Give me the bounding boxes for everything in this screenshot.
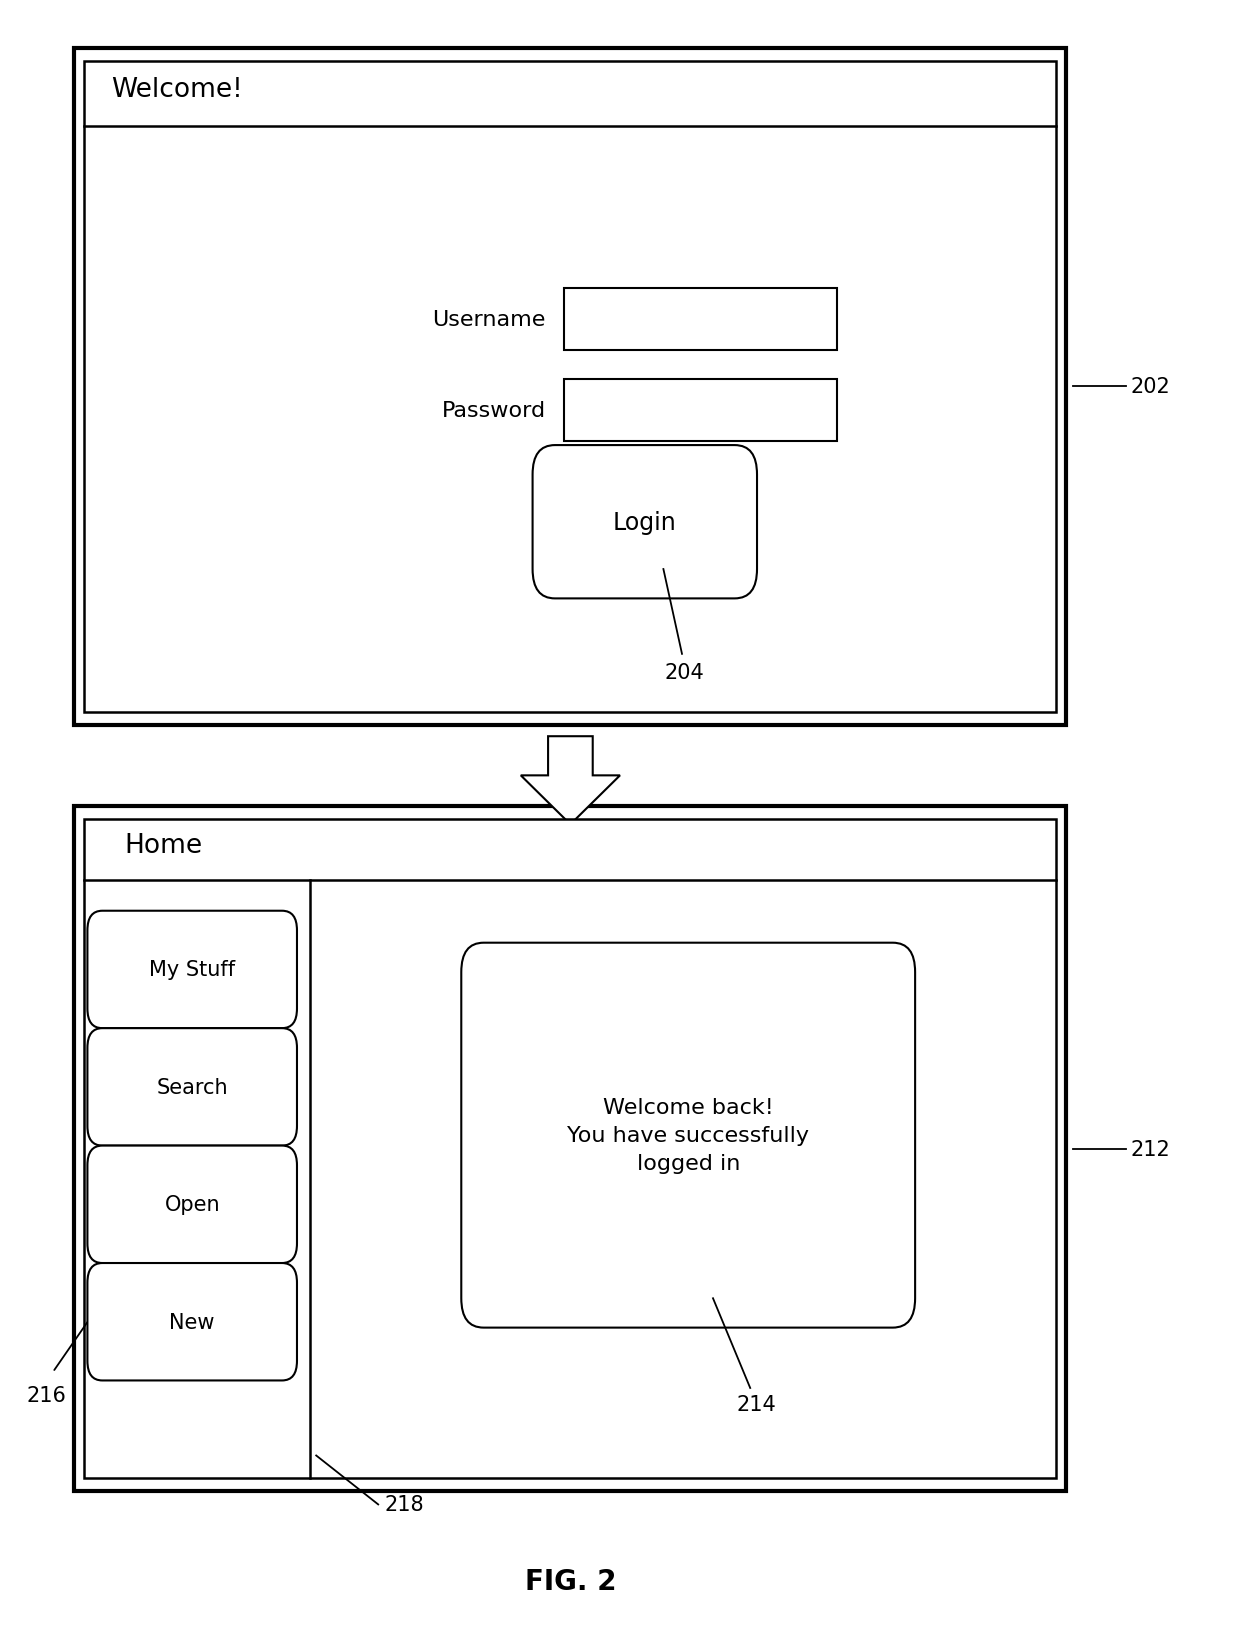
Text: 202: 202 xyxy=(1131,377,1171,398)
Text: Welcome back!
You have successfully
logged in: Welcome back! You have successfully logg… xyxy=(567,1097,810,1174)
Polygon shape xyxy=(521,737,620,825)
FancyBboxPatch shape xyxy=(87,911,296,1029)
Text: Search: Search xyxy=(156,1077,228,1097)
FancyBboxPatch shape xyxy=(533,447,756,600)
FancyBboxPatch shape xyxy=(74,49,1066,725)
FancyBboxPatch shape xyxy=(87,1146,296,1263)
Text: Open: Open xyxy=(165,1195,219,1214)
FancyBboxPatch shape xyxy=(84,62,1056,712)
FancyBboxPatch shape xyxy=(84,820,1056,1478)
FancyBboxPatch shape xyxy=(461,944,915,1328)
FancyBboxPatch shape xyxy=(564,289,837,350)
Text: 216: 216 xyxy=(26,1386,67,1405)
FancyBboxPatch shape xyxy=(87,1263,296,1381)
Text: 214: 214 xyxy=(737,1395,776,1415)
FancyBboxPatch shape xyxy=(74,807,1066,1491)
FancyBboxPatch shape xyxy=(564,380,837,442)
Text: 212: 212 xyxy=(1131,1139,1171,1159)
Text: 204: 204 xyxy=(665,663,704,683)
Text: Username: Username xyxy=(433,310,546,329)
FancyBboxPatch shape xyxy=(87,1029,296,1146)
Text: Home: Home xyxy=(124,831,202,857)
Text: 218: 218 xyxy=(384,1495,424,1514)
Text: New: New xyxy=(170,1312,215,1332)
Text: Login: Login xyxy=(613,510,677,535)
Text: My Stuff: My Stuff xyxy=(149,960,236,980)
Text: Password: Password xyxy=(441,401,546,421)
Text: Welcome!: Welcome! xyxy=(112,77,243,103)
Text: FIG. 2: FIG. 2 xyxy=(525,1566,616,1596)
